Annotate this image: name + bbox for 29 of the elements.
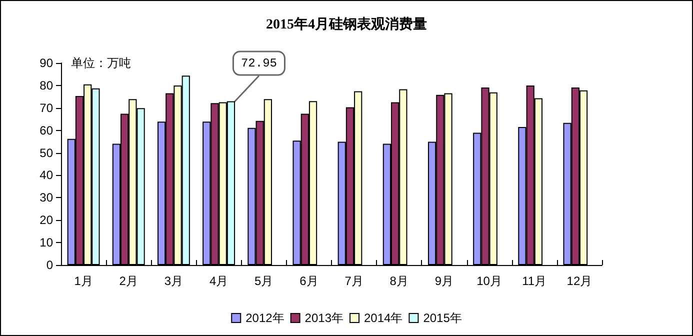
x-tick-label: 4月 [209,274,228,288]
y-axis-title: 单位：万吨 [71,56,131,70]
y-tick-label: 10 [40,236,54,250]
x-tick-label: 2月 [119,274,138,288]
x-tick-label: 8月 [390,274,408,288]
x-tick-label: 12月 [566,274,592,288]
y-tick-label: 90 [40,56,54,70]
x-tick-label: 1月 [74,274,93,288]
y-tick-label: 0 [46,258,54,272]
x-tick-label: 7月 [344,274,364,288]
x-tick-label: 6月 [300,274,318,288]
y-tick-label: 50 [40,146,54,160]
legend-label: 2013年 [304,311,344,325]
y-tick-label: 70 [40,100,54,115]
y-tick-label: 20 [40,213,54,228]
x-tick-label: 10月 [476,274,502,288]
chart-title: 2015年4月硅钢表观消费量 [266,16,427,32]
x-tick-label: 5月 [254,274,274,288]
x-tick-label: 11月 [522,274,547,288]
x-tick-label: 9月 [434,274,454,288]
legend-label: 2015年 [423,311,462,325]
legend-label: 2014年 [364,311,403,325]
legend-label: 2012年 [246,311,284,325]
y-tick-label: 60 [40,123,54,138]
y-tick-label: 80 [40,78,54,92]
y-tick-label: 40 [40,168,54,182]
x-tick-label: 3月 [164,274,184,288]
y-tick-label: 30 [40,190,54,205]
data-label: 72.95 [240,56,277,70]
